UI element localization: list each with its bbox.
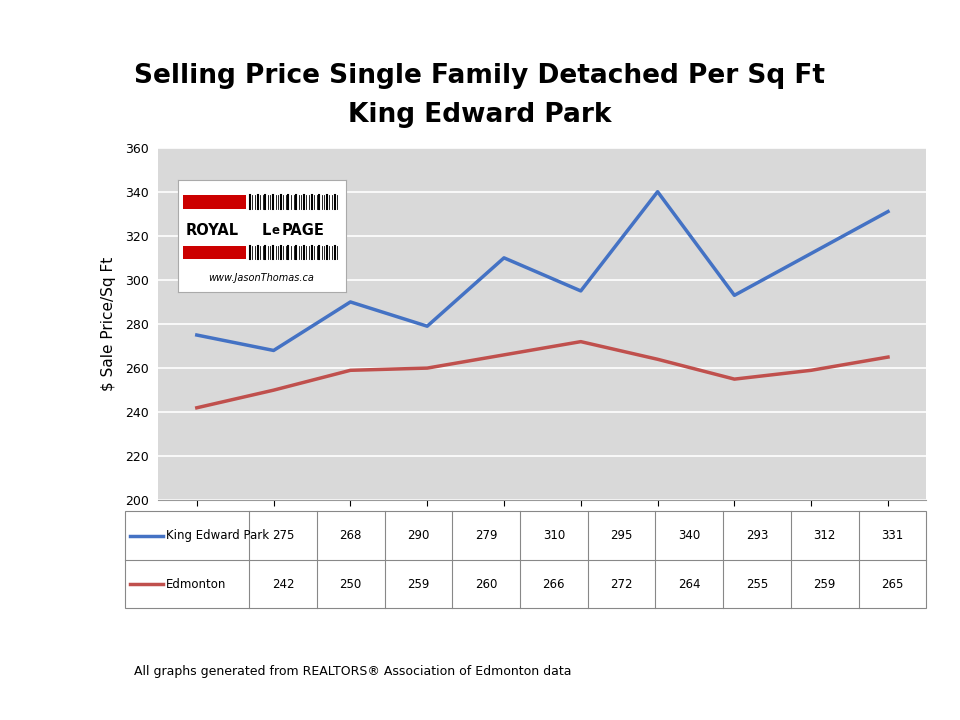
Text: 340: 340	[678, 529, 701, 542]
Text: PAGE: PAGE	[282, 222, 324, 238]
Text: King Edward Park: King Edward Park	[166, 529, 269, 542]
Text: 312: 312	[814, 529, 836, 542]
Text: 266: 266	[542, 577, 565, 590]
Text: King Edward Park: King Edward Park	[348, 102, 612, 128]
Bar	[248, 194, 341, 209]
Text: 310: 310	[542, 529, 565, 542]
Text: 331: 331	[881, 529, 903, 542]
Text: 264: 264	[678, 577, 701, 590]
Text: 279: 279	[475, 529, 497, 542]
Text: 295: 295	[611, 529, 633, 542]
Bar	[182, 194, 247, 209]
Y-axis label: $ Sale Price/Sq Ft: $ Sale Price/Sq Ft	[102, 257, 116, 391]
Text: L: L	[261, 222, 271, 238]
Text: 265: 265	[881, 577, 903, 590]
Text: 272: 272	[611, 577, 633, 590]
Text: 255: 255	[746, 577, 768, 590]
Bar	[248, 246, 341, 259]
Text: 275: 275	[272, 529, 294, 542]
Text: 259: 259	[814, 577, 836, 590]
Text: 259: 259	[407, 577, 429, 590]
Bar	[182, 246, 247, 259]
Text: www.JasonThomas.ca: www.JasonThomas.ca	[208, 273, 315, 283]
Text: 293: 293	[746, 529, 768, 542]
Text: 260: 260	[475, 577, 497, 590]
Text: Edmonton: Edmonton	[166, 577, 227, 590]
Text: 268: 268	[340, 529, 362, 542]
Text: Selling Price Single Family Detached Per Sq Ft: Selling Price Single Family Detached Per…	[134, 63, 826, 89]
Text: ROYAL: ROYAL	[186, 222, 239, 238]
Text: 290: 290	[407, 529, 429, 542]
Text: All graphs generated from REALTORS® Association of Edmonton data: All graphs generated from REALTORS® Asso…	[134, 665, 572, 678]
Text: 242: 242	[272, 577, 294, 590]
Text: 250: 250	[340, 577, 362, 590]
Text: e: e	[272, 224, 279, 237]
